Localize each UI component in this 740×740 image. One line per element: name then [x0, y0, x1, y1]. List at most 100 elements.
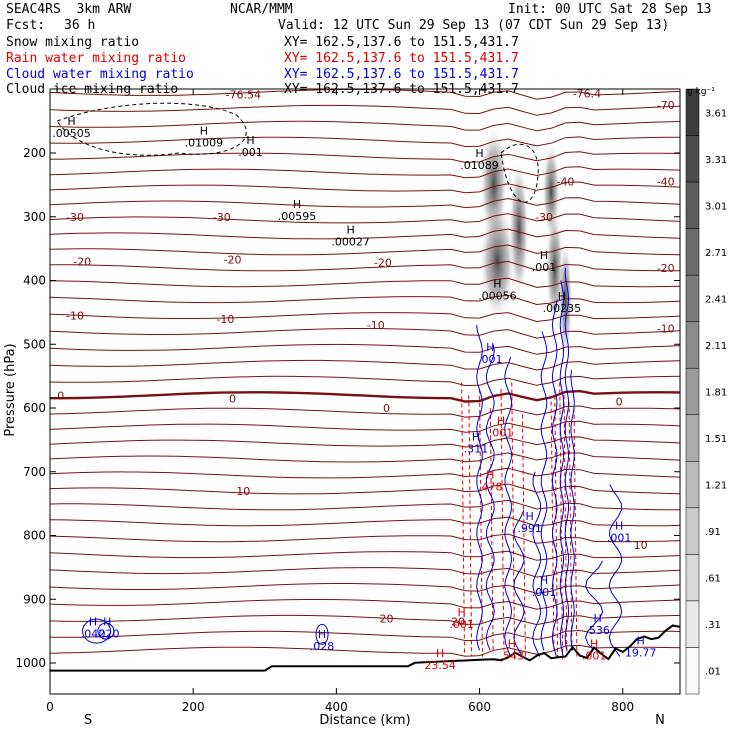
cloud-water-contour: [532, 471, 542, 657]
temperature-contour: [50, 260, 680, 272]
colorbar-swatch: [685, 228, 700, 276]
rain-high-label: .001: [449, 618, 474, 631]
rain-contour: [489, 407, 494, 654]
temperature-label: -70: [657, 99, 675, 112]
x-tick-label: 400: [325, 700, 348, 714]
temperature-contour: [49, 228, 681, 240]
y-tick-label: 200: [23, 146, 46, 160]
cloud-water-high-label-h: H: [615, 520, 623, 533]
snow-plume: [508, 159, 529, 300]
temperature-contour: [49, 120, 681, 132]
cloud-water-contour: [513, 509, 525, 657]
temperature-label: -10: [66, 310, 84, 323]
colorbar-swatch: [685, 135, 700, 183]
colorbar-label: 2.41: [705, 294, 727, 305]
contour-labels: -70 -76.54 -76.4 -40 -40 -30 -30 -30 -20 -20 -20 -2…: [52, 88, 674, 672]
rain-high-label: 23.54: [424, 659, 456, 672]
model-title: SEAC4RS 3km ARW: [6, 2, 132, 17]
temperature-label: -10: [657, 322, 675, 335]
fcst-label: Fcst:: [6, 18, 46, 33]
snow-high-label-h: H: [200, 124, 208, 137]
temperature-contour: [49, 375, 681, 387]
temperature-label: -76.4: [573, 88, 601, 101]
legend-cloud-water-xy: XY= 162.5,137.6 to 151.5,431.7: [284, 67, 519, 82]
y-tick-label: 800: [23, 529, 46, 543]
cloud-water-contour: [97, 622, 115, 640]
temperature-contour: [49, 136, 680, 148]
colorbar-label: .91: [705, 527, 721, 538]
colorbar-label: 3.01: [705, 201, 727, 212]
cloud-water-high-label-h: H: [472, 430, 480, 443]
snow-high-label: .00235: [543, 302, 582, 315]
cloud-water-high-label: .001: [478, 353, 503, 366]
temperature-label: 0: [57, 389, 64, 402]
temperature-contour: [49, 599, 681, 610]
temperature-contour: [49, 567, 681, 578]
plot-frame: [49, 88, 681, 695]
rain-contour: [559, 382, 564, 660]
cloud-water-high-label-h: H: [540, 574, 548, 587]
snow-high-label: .01089: [460, 159, 499, 172]
temperature-label: 0: [616, 396, 623, 409]
y-tick-label: 500: [23, 337, 46, 351]
rain-high-label-h: H: [497, 415, 505, 428]
legend-snow-xy: XY= 162.5,137.6 to 151.5,431.7: [284, 35, 519, 50]
cloud-water-contour: [564, 267, 570, 651]
colorbar-label: .31: [705, 620, 721, 631]
cloud-water-contour: [315, 623, 329, 645]
x-tick-label: 200: [182, 700, 205, 714]
north-label: N: [655, 713, 665, 728]
snow-high-label-h: H: [67, 115, 75, 128]
cloud-water-high-label: .042: [81, 627, 106, 640]
temperature-label: 20: [379, 612, 393, 625]
cloud-water-high-label-h: H: [636, 634, 644, 647]
temperature-label: -40: [657, 176, 675, 189]
colorbar: 3.61 3.31 3.01 2.71 2.41 2.11 1.81 1.51 1.21 .91.…: [685, 88, 727, 695]
valid-time: Valid: 12 UTC Sun 29 Sep 13 (07 CDT Sun …: [278, 18, 670, 33]
temperature-contour: [49, 213, 681, 224]
cloud-water-contour: [504, 356, 513, 657]
y-tick-label: 600: [23, 401, 46, 415]
cloud-water-contour: [485, 344, 495, 651]
temperature-contour: [49, 516, 681, 527]
temperature-contour: [49, 151, 681, 163]
temperature-contour: [49, 614, 681, 626]
snow-plume: [479, 201, 516, 322]
temperature-contour: [49, 166, 681, 179]
x-tick-label: 600: [468, 700, 491, 714]
cloud-water-contour: [82, 618, 112, 644]
cloud-water-high-label-h: H: [594, 612, 602, 625]
temperature-contour: [49, 499, 680, 511]
colorbar-swatch: [685, 600, 700, 648]
cloud-ice-contour: [56, 102, 247, 156]
rain-contour: [468, 395, 473, 657]
snow-high-label: .001: [532, 261, 557, 274]
rain-contour: [479, 388, 483, 657]
temperature-label: -76.54: [226, 88, 261, 101]
temperature-contour: [49, 181, 681, 194]
temperature-contour: [49, 467, 681, 479]
cloud-water-high-label-h: H: [89, 615, 97, 628]
temperature-contour: [49, 644, 681, 657]
rain-high-label: .001: [489, 427, 514, 440]
temperature-label: -20: [657, 262, 675, 275]
legend-rain-name: Rain water mixing ratio: [6, 51, 187, 66]
temperature-contour: [49, 533, 681, 544]
cloud-water-contour: [570, 369, 575, 651]
temperature-label: -20: [374, 257, 392, 270]
colorbar-label: 3.31: [705, 155, 727, 166]
colorbar-swatch: [685, 647, 700, 695]
snow-high-label: .00027: [331, 235, 370, 248]
colorbar-label: 2.11: [705, 341, 727, 352]
y-tick-label: 1000: [15, 656, 46, 670]
temperature-contour: [50, 629, 681, 642]
cloud-water-contour: [540, 331, 548, 651]
temperature-label: 10: [634, 539, 648, 552]
temperature-contours: [49, 88, 681, 657]
snow-high-label: .001: [238, 146, 263, 159]
colorbar-label: 3.61: [705, 108, 727, 119]
cloud-water-high-label: .311: [464, 442, 489, 455]
snow-high-label: .00056: [478, 289, 517, 302]
snow-high-label: .00505: [52, 127, 91, 140]
